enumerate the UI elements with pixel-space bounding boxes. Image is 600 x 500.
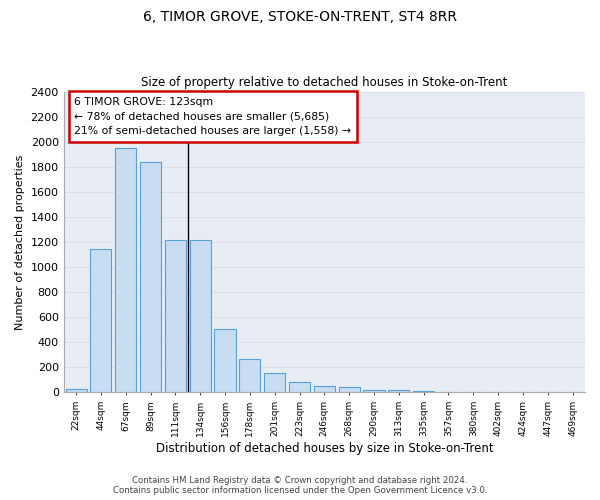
Text: Contains HM Land Registry data © Crown copyright and database right 2024.
Contai: Contains HM Land Registry data © Crown c… <box>113 476 487 495</box>
Bar <box>65 388 86 392</box>
Bar <box>388 390 409 392</box>
Text: 6, TIMOR GROVE, STOKE-ON-TRENT, ST4 8RR: 6, TIMOR GROVE, STOKE-ON-TRENT, ST4 8RR <box>143 10 457 24</box>
Bar <box>239 360 260 392</box>
Y-axis label: Number of detached properties: Number of detached properties <box>15 154 25 330</box>
Bar <box>140 162 161 392</box>
Bar <box>338 387 360 392</box>
Title: Size of property relative to detached houses in Stoke-on-Trent: Size of property relative to detached ho… <box>141 76 508 90</box>
Bar <box>190 240 211 392</box>
Bar <box>165 240 186 392</box>
Text: 6 TIMOR GROVE: 123sqm
← 78% of detached houses are smaller (5,685)
21% of semi-d: 6 TIMOR GROVE: 123sqm ← 78% of detached … <box>74 96 351 136</box>
Bar <box>314 386 335 392</box>
X-axis label: Distribution of detached houses by size in Stoke-on-Trent: Distribution of detached houses by size … <box>155 442 493 455</box>
Bar <box>264 373 285 392</box>
Bar <box>214 328 236 392</box>
Bar <box>91 248 112 392</box>
Bar <box>115 148 136 392</box>
Bar <box>364 390 385 392</box>
Bar <box>289 382 310 392</box>
